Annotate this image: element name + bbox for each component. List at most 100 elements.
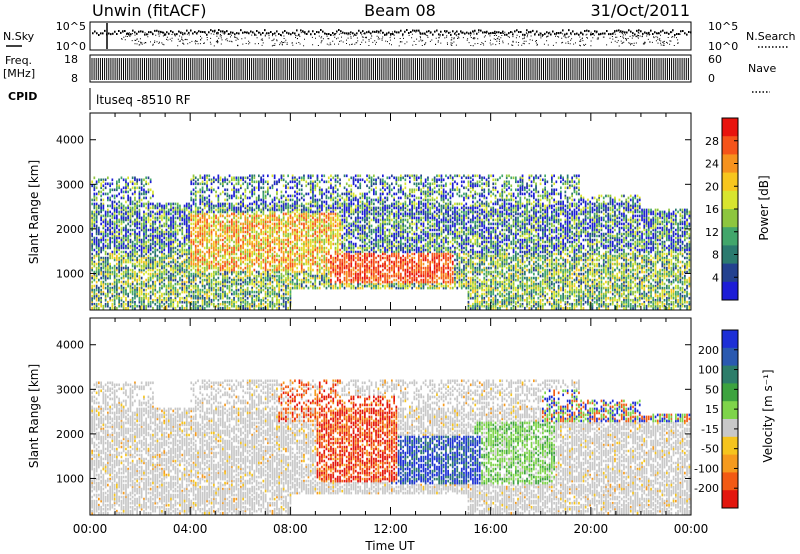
power-colorbar-swatch bbox=[722, 227, 738, 246]
velocity-scatter-3da33f bbox=[474, 421, 555, 485]
velocity-scatter-2a59b0 bbox=[391, 435, 481, 485]
nsky-strip: N.Sky 10^5 10^0 10^5 10^0 N.Search bbox=[3, 20, 796, 53]
power-ytick-label: 2000 bbox=[56, 223, 84, 236]
freq-tick-bottom: 8 bbox=[71, 72, 78, 85]
nsearch-tick-top: 10^5 bbox=[708, 20, 738, 33]
velocity-colorbar-tick-label: -200 bbox=[694, 482, 719, 495]
x-tick-label: 20:00 bbox=[574, 522, 609, 536]
power-colorbar-tick-label: 4 bbox=[712, 271, 719, 284]
cpid-label: CPID bbox=[8, 90, 37, 103]
velocity-colorbar-swatch bbox=[722, 490, 738, 509]
velocity-ytick-label: 1000 bbox=[56, 472, 84, 485]
power-colorbar-label: Power [dB] bbox=[757, 175, 771, 240]
velocity-colorbar-tick-label: 50 bbox=[705, 383, 719, 396]
x-axis-label: Time UT bbox=[364, 539, 415, 553]
velocity-colorbar-tick-label: -100 bbox=[694, 462, 719, 475]
velocity-colorbar-swatch bbox=[722, 330, 738, 349]
velocity-panel: 1000 2000 3000 4000 Slant Range [km] 200 100… bbox=[27, 317, 775, 516]
nave-tick-bottom: 0 bbox=[708, 72, 715, 85]
velocity-scatter-c8c8c8 bbox=[91, 379, 691, 515]
power-scatter-e8140e bbox=[330, 252, 454, 284]
power-colorbar-tick-label: 24 bbox=[705, 158, 719, 171]
velocity-colorbar-swatch bbox=[722, 472, 738, 491]
velocity-scatter-f5c41e bbox=[91, 379, 691, 515]
power-scatter-f6921e bbox=[190, 212, 454, 284]
nsky-label: N.Sky bbox=[3, 30, 35, 43]
power-colorbar-tick-label: 20 bbox=[705, 180, 719, 193]
power-colorbar-tick-label: 28 bbox=[705, 135, 719, 148]
velocity-colorbar-tick-label: 15 bbox=[705, 403, 719, 416]
velocity-scatter-f25a14 bbox=[278, 379, 691, 483]
power-scatter-f5541a bbox=[190, 212, 454, 284]
freq-trace bbox=[91, 58, 689, 80]
velocity-colorbar-frame bbox=[721, 329, 739, 509]
power-colorbar-swatch bbox=[722, 209, 738, 228]
power-scatter-2b7a6f bbox=[91, 174, 691, 310]
power-colorbar-swatch bbox=[722, 263, 738, 283]
power-ylabel: Slant Range [km] bbox=[27, 160, 41, 264]
x-tick-label: 08:00 bbox=[273, 522, 308, 536]
velocity-colorbar-tick-label: 100 bbox=[698, 364, 719, 377]
velocity-scatter-2d7d6a bbox=[397, 435, 481, 485]
velocity-ylabel: Slant Range [km] bbox=[27, 364, 41, 468]
date-title: 31/Oct/2011 bbox=[590, 1, 690, 20]
nsearch-tick-bottom: 10^0 bbox=[708, 40, 738, 53]
nave-label: Nave bbox=[748, 62, 776, 75]
nsearch-trace bbox=[121, 31, 681, 47]
power-colorbar-swatch bbox=[722, 245, 738, 265]
power-colorbar-swatch bbox=[722, 118, 738, 137]
x-tick-label: 00:00 bbox=[73, 522, 108, 536]
power-scatter-42a66b bbox=[91, 174, 691, 310]
power-scatter-d8e42e bbox=[91, 174, 691, 310]
x-tick-label: 00:00 bbox=[674, 522, 709, 536]
nsky-tick-bottom: 10^0 bbox=[56, 40, 86, 53]
velocity-ytick-label: 2000 bbox=[56, 428, 84, 441]
power-ytick-label: 3000 bbox=[56, 178, 84, 191]
freq-strip: Freq. [MHz] 18 8 60 0 Nave bbox=[3, 53, 776, 93]
velocity-scatter-7ed44a bbox=[474, 389, 686, 485]
power-scatter-8dc63f bbox=[91, 174, 691, 310]
power-scatter-f7c61e bbox=[91, 212, 691, 310]
velocity-colorbar-swatch bbox=[722, 419, 738, 438]
x-tick-label: 12:00 bbox=[373, 522, 408, 536]
power-colorbar-swatch bbox=[722, 136, 738, 155]
nsearch-label: N.Search bbox=[746, 30, 796, 43]
velocity-ytick-label: 4000 bbox=[56, 339, 84, 352]
power-colorbar-swatch bbox=[722, 190, 738, 210]
x-tick-label: 04:00 bbox=[173, 522, 208, 536]
power-colorbar-swatch bbox=[722, 154, 738, 174]
velocity-ytick-label: 3000 bbox=[56, 383, 84, 396]
velocity-colorbar-swatch bbox=[722, 436, 738, 456]
power-colorbar-tick-label: 12 bbox=[705, 226, 719, 239]
velocity-colorbar-swatch bbox=[722, 347, 738, 367]
power-colorbar-swatch bbox=[722, 172, 738, 192]
beam-title: Beam 08 bbox=[364, 1, 436, 20]
power-colorbar-tick-label: 16 bbox=[705, 203, 719, 216]
power-colorbar-swatch bbox=[722, 281, 738, 301]
velocity-colorbar-tick-label: -50 bbox=[701, 443, 719, 456]
freq-unit: [MHz] bbox=[3, 67, 35, 80]
nave-tick-top: 60 bbox=[708, 53, 722, 66]
velocity-colorbar-swatch bbox=[722, 454, 738, 473]
radar-title: Unwin (fitACF) bbox=[92, 1, 206, 20]
nsky-tick-top: 10^5 bbox=[56, 20, 86, 33]
power-ytick-label: 4000 bbox=[56, 134, 84, 147]
power-scatter-1d1dd6 bbox=[91, 174, 691, 254]
x-tick-label: 16:00 bbox=[473, 522, 508, 536]
velocity-scatter-1d2fd6 bbox=[395, 389, 691, 485]
power-panel: 1000 2000 3000 4000 Slant Range [km] 28 24 20… bbox=[27, 112, 771, 311]
velocity-colorbar-tick-label: -15 bbox=[701, 423, 719, 436]
velocity-scatter-e3160e bbox=[278, 379, 398, 483]
power-ytick-label: 1000 bbox=[56, 267, 84, 280]
velocity-colorbar-swatch bbox=[722, 365, 738, 384]
freq-tick-top: 18 bbox=[64, 53, 78, 66]
velocity-colorbar-tick-label: 200 bbox=[698, 344, 719, 357]
freq-label: Freq. bbox=[5, 54, 32, 67]
velocity-colorbar-swatch bbox=[722, 383, 738, 402]
velocity-colorbar-swatch bbox=[722, 401, 738, 420]
power-colorbar-tick-label: 8 bbox=[712, 249, 719, 262]
cpid-value: ltuseq -8510 RF bbox=[96, 93, 191, 107]
power-scatter-23418f bbox=[91, 174, 691, 310]
velocity-scatter-f59a1e bbox=[91, 379, 691, 515]
